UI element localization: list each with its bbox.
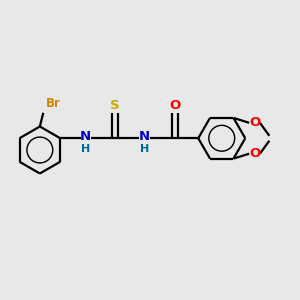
Text: O: O (249, 116, 261, 129)
Text: N: N (80, 130, 91, 143)
Text: Br: Br (46, 97, 61, 110)
Text: O: O (249, 147, 261, 160)
Text: N: N (139, 130, 150, 143)
Text: S: S (110, 99, 120, 112)
Text: H: H (81, 144, 90, 154)
Text: H: H (140, 144, 149, 154)
Text: O: O (169, 99, 180, 112)
